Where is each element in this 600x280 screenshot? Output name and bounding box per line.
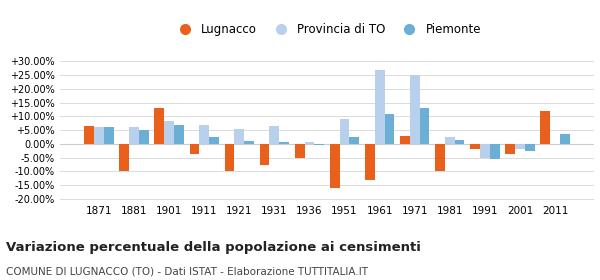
Bar: [400, 136, 410, 144]
Bar: [129, 127, 139, 144]
Bar: [340, 119, 349, 144]
Bar: [295, 144, 305, 158]
Bar: [419, 108, 430, 144]
Text: Variazione percentuale della popolazione ai censimenti: Variazione percentuale della popolazione…: [6, 241, 421, 254]
Bar: [330, 144, 340, 188]
Bar: [260, 144, 269, 165]
Bar: [139, 130, 149, 144]
Bar: [164, 121, 174, 144]
Bar: [314, 144, 324, 145]
Bar: [154, 108, 164, 144]
Bar: [445, 137, 455, 144]
Bar: [199, 125, 209, 144]
Bar: [269, 126, 279, 144]
Bar: [365, 144, 375, 180]
Bar: [209, 137, 219, 144]
Bar: [235, 129, 244, 144]
Bar: [410, 75, 419, 144]
Bar: [490, 144, 500, 159]
Bar: [279, 142, 289, 144]
Bar: [385, 114, 394, 144]
Bar: [190, 144, 199, 153]
Bar: [94, 127, 104, 144]
Bar: [224, 144, 235, 171]
Bar: [540, 111, 550, 144]
Bar: [560, 134, 570, 144]
Bar: [505, 144, 515, 153]
Bar: [515, 144, 525, 150]
Bar: [244, 141, 254, 144]
Text: COMUNE DI LUGNACCO (TO) - Dati ISTAT - Elaborazione TUTTITALIA.IT: COMUNE DI LUGNACCO (TO) - Dati ISTAT - E…: [6, 266, 368, 276]
Bar: [104, 127, 114, 144]
Bar: [84, 126, 94, 144]
Bar: [375, 70, 385, 144]
Bar: [435, 144, 445, 171]
Bar: [305, 142, 314, 144]
Bar: [455, 140, 464, 144]
Legend: Lugnacco, Provincia di TO, Piemonte: Lugnacco, Provincia di TO, Piemonte: [168, 18, 486, 41]
Bar: [525, 144, 535, 151]
Bar: [349, 137, 359, 144]
Bar: [174, 125, 184, 144]
Bar: [119, 144, 129, 171]
Bar: [480, 144, 490, 158]
Bar: [470, 144, 480, 150]
